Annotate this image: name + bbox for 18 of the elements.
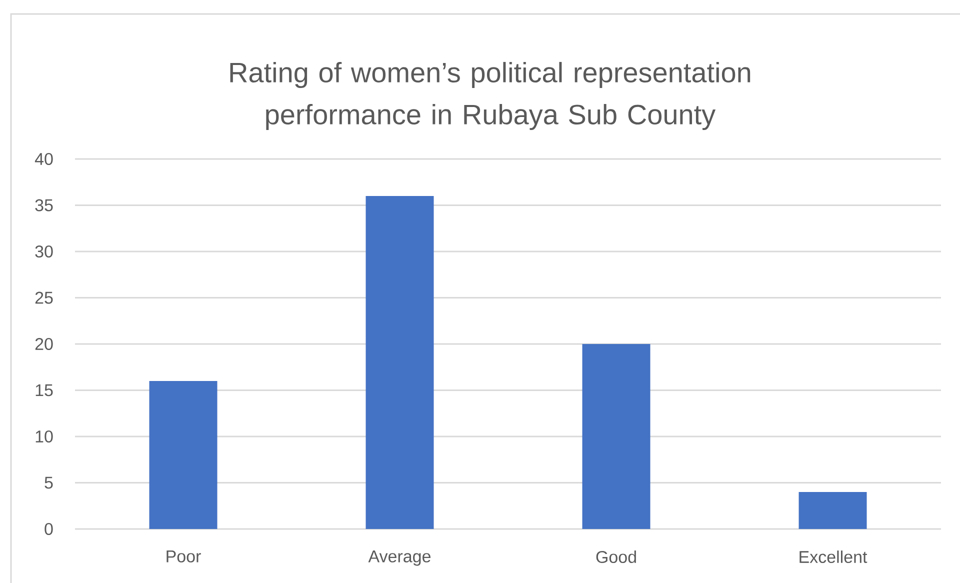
y-tick-label: 25	[35, 292, 53, 304]
chart-title: Rating of women’s political representation performance in Rubaya Sub County	[230, 62, 750, 130]
bar	[798, 492, 867, 529]
bar	[366, 196, 434, 529]
bar	[582, 344, 650, 529]
y-tick-label: 5	[44, 476, 53, 489]
x-tick-label: Average	[368, 550, 431, 566]
y-tick-label: 15	[36, 384, 53, 396]
y-tick-label: 40	[34, 152, 53, 166]
y-tick-label: 20	[35, 338, 53, 350]
x-tick-label: Poor	[166, 550, 201, 562]
y-tick-label: 30	[35, 245, 53, 258]
bar	[149, 381, 218, 529]
y-tick-label: 10	[36, 430, 53, 443]
y-tick-label: 35	[35, 199, 53, 212]
y-tick-label: 0	[44, 522, 53, 536]
x-tick-label: Good	[596, 550, 636, 564]
x-tick-label: Excellent	[800, 550, 868, 564]
